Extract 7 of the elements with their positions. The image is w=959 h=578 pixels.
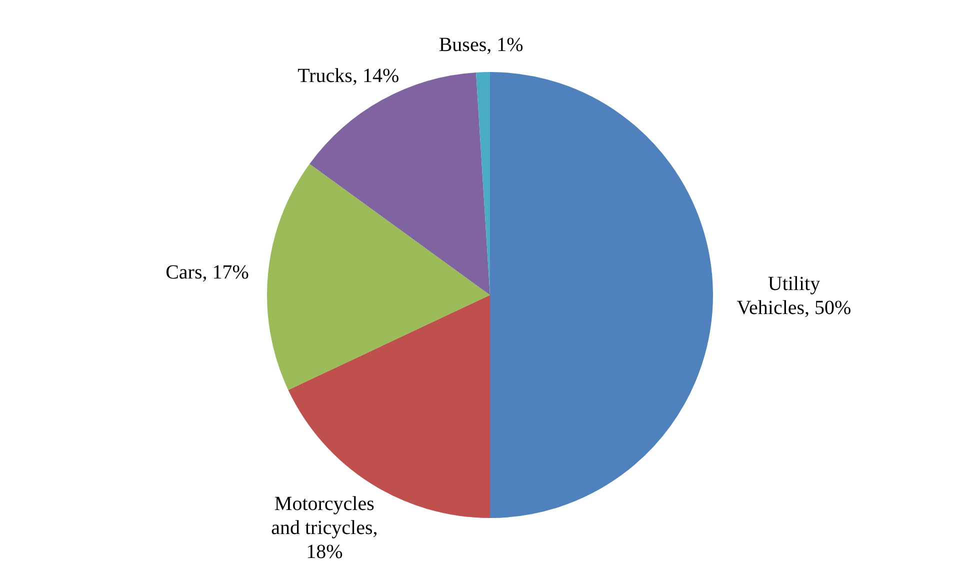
slice-label: Utility Vehicles, 50% xyxy=(736,273,852,319)
slice-label: Motorcycles and tricycles, 18% xyxy=(271,493,378,564)
slice-label: Cars, 17% xyxy=(166,261,249,284)
pie-slice xyxy=(490,72,713,518)
slice-label: Buses, 1% xyxy=(438,34,524,56)
slice-label: Trucks, 14% xyxy=(298,65,400,88)
pie-slice xyxy=(267,164,490,390)
